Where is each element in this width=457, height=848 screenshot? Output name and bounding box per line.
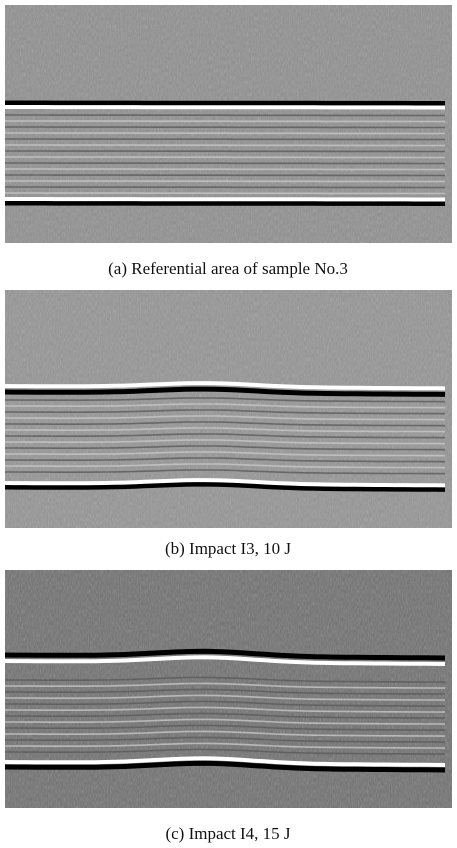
fine-fringe [5, 712, 446, 719]
light-fringe [4, 478, 446, 488]
fine-fringe [5, 676, 446, 683]
fine-fringe [5, 162, 445, 165]
fine-fringe [5, 180, 445, 183]
fine-fringe [5, 451, 446, 457]
fine-fringe [5, 114, 445, 117]
panel-image [5, 5, 452, 243]
light-fringe [4, 756, 446, 767]
dark-fringe [5, 100, 445, 106]
fine-fringe [5, 403, 446, 409]
fine-fringe [5, 168, 445, 171]
panel-image [4, 290, 452, 528]
dark-fringe [4, 481, 446, 492]
dark-fringe [4, 760, 446, 773]
panel-image [4, 570, 452, 808]
fine-fringe [5, 700, 446, 707]
fine-fringe [5, 409, 446, 415]
image-noise [5, 5, 452, 243]
dark-fringe [4, 386, 446, 397]
image-noise [5, 290, 452, 528]
fine-fringe [5, 421, 446, 427]
fine-fringe [5, 439, 446, 445]
caption: (b) Impact I3, 10 J [165, 539, 291, 558]
fine-fringe [5, 718, 446, 725]
image-noise [5, 570, 452, 808]
fine-fringe [5, 397, 446, 403]
fine-fringe [5, 120, 445, 123]
caption: (c) Impact I4, 15 J [165, 824, 290, 843]
fine-fringe [5, 156, 445, 159]
fine-fringe [5, 748, 446, 755]
fine-fringe [5, 192, 445, 195]
fine-fringe [5, 174, 445, 177]
fine-fringe [5, 427, 446, 433]
fine-fringe [5, 463, 446, 469]
fine-fringe [5, 138, 445, 141]
fine-fringe [5, 682, 446, 689]
dark-fringe [4, 648, 446, 661]
light-fringe [4, 381, 446, 391]
fine-fringe [5, 445, 446, 451]
fine-fringe [5, 126, 445, 129]
fine-fringe [5, 132, 445, 135]
fine-fringe [5, 688, 446, 695]
light-fringe [5, 105, 445, 110]
fine-fringe [5, 433, 446, 439]
fine-fringe [5, 706, 446, 713]
caption: (a) Referential area of sample No.3 [108, 259, 348, 278]
fine-fringe [5, 736, 446, 743]
light-fringe [5, 197, 445, 202]
fine-fringe [5, 469, 446, 475]
fine-fringe [5, 730, 446, 737]
fine-fringe [5, 186, 445, 189]
fine-fringe [5, 144, 445, 147]
fine-fringe [5, 150, 445, 153]
fine-fringe [5, 694, 446, 701]
fine-fringe [5, 742, 446, 749]
fine-fringe [5, 724, 446, 731]
fine-fringe [5, 457, 446, 463]
light-fringe [4, 655, 446, 666]
fine-fringe [5, 415, 446, 421]
dark-fringe [5, 200, 445, 206]
